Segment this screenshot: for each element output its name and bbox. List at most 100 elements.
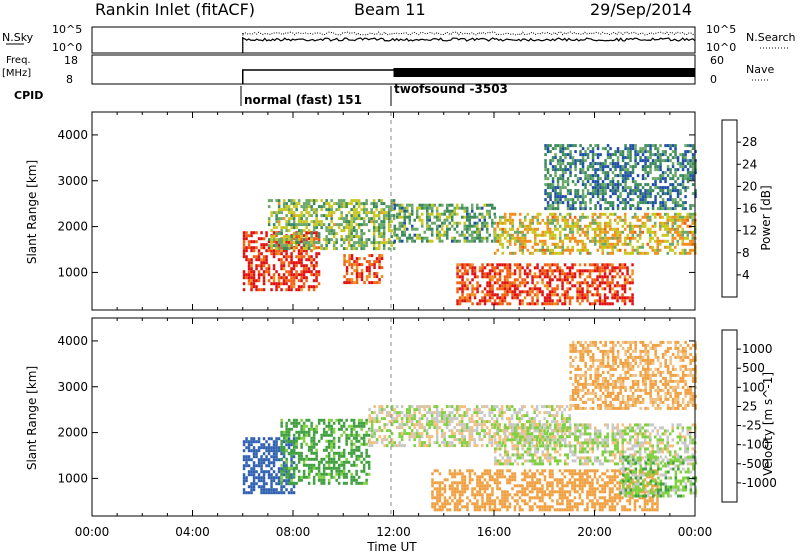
- scatter-cell: [312, 273, 316, 277]
- scatter-cell: [327, 205, 331, 209]
- scatter-cell: [468, 435, 471, 439]
- scatter-cell: [370, 208, 373, 212]
- scatter-cell: [561, 248, 564, 252]
- scatter-cell: [556, 218, 559, 222]
- scatter-cell: [300, 430, 303, 434]
- scatter-cell: [579, 218, 582, 222]
- scatter-cell: [365, 451, 368, 455]
- scatter-cell: [267, 240, 271, 244]
- scatter-cell: [357, 244, 361, 248]
- scatter-cell: [506, 493, 509, 497]
- scatter-cell: [247, 258, 251, 262]
- scatter-cell: [307, 214, 311, 218]
- scatter-cell: [694, 165, 697, 169]
- scatter-cell: [488, 281, 492, 285]
- scatter-cell: [282, 491, 286, 495]
- scatter-cell: [312, 466, 316, 470]
- scatter-cell: [310, 424, 313, 428]
- scatter-cell: [546, 221, 549, 225]
- scatter-cell: [616, 165, 620, 169]
- scatter-cell: [257, 437, 261, 441]
- scatter-cell: [355, 214, 358, 218]
- scatter-cell: [544, 189, 547, 193]
- scatter-cell: [362, 481, 366, 485]
- scatter-cell: [270, 482, 273, 486]
- scatter-cell: [476, 275, 479, 279]
- scatter-cell: [350, 472, 353, 476]
- scatter-cell: [461, 215, 464, 219]
- scatter-cell: [370, 217, 373, 221]
- scatter-cell: [456, 275, 459, 279]
- scatter-cell: [503, 493, 507, 497]
- scatter-cell: [350, 272, 354, 276]
- scatter-cell: [499, 221, 502, 225]
- scatter-cell: [460, 417, 464, 421]
- scatter-cell: [669, 144, 672, 148]
- scatter-cell: [330, 469, 333, 473]
- scatter-cell: [365, 430, 368, 434]
- scatter-cell: [392, 202, 396, 206]
- scatter-cell: [656, 239, 659, 243]
- scatter-cell: [390, 438, 394, 442]
- scatter-cell: [332, 211, 336, 215]
- scatter-cell: [540, 426, 544, 430]
- scatter-cell: [456, 472, 459, 476]
- scatter-cell: [488, 432, 491, 436]
- scatter-cell: [451, 493, 454, 497]
- scatter-cell: [623, 275, 627, 279]
- scatter-cell: [267, 244, 271, 248]
- scatter-cell: [290, 421, 293, 425]
- scatter-cell: [387, 211, 391, 215]
- scatter-cell: [478, 411, 481, 415]
- scatter-cell: [310, 199, 313, 203]
- scatter-cell: [322, 205, 326, 209]
- scatter-cell: [355, 472, 358, 476]
- scatter-cell: [295, 255, 298, 259]
- scatter-cell: [551, 147, 555, 151]
- scatter-cell: [576, 287, 579, 291]
- scatter-cell: [312, 427, 316, 431]
- scatter-cell: [671, 144, 675, 148]
- cpid-mode-normal: normal (fast) 151: [244, 93, 362, 107]
- scatter-cell: [649, 215, 652, 219]
- scatter-cell: [411, 227, 414, 231]
- scatter-cell: [245, 491, 248, 495]
- scatter-cell: [566, 266, 569, 270]
- scatter-cell: [589, 150, 592, 154]
- scatter-cell: [566, 144, 570, 148]
- scatter-cell: [584, 195, 587, 199]
- scatter-cell: [501, 263, 504, 267]
- scatter-cell: [438, 420, 441, 424]
- scatter-cell: [373, 432, 376, 436]
- scatter-cell: [521, 251, 524, 255]
- scatter-cell: [330, 427, 333, 431]
- scatter-cell: [488, 441, 491, 445]
- scatter-cell: [312, 279, 316, 283]
- scatter-cell: [546, 201, 550, 205]
- scatter-cell: [623, 287, 627, 291]
- scatter-cell: [488, 493, 492, 497]
- scatter-cell: [649, 168, 652, 172]
- scatter-cell: [277, 273, 281, 277]
- scatter-cell: [471, 290, 474, 294]
- scatter-cell: [566, 201, 570, 205]
- scatter-cell: [461, 284, 464, 288]
- scatter-cell: [446, 230, 449, 234]
- scatter-cell: [255, 255, 258, 259]
- scatter-cell: [651, 159, 655, 163]
- scatter-cell: [252, 276, 256, 280]
- scatter-cell: [463, 299, 467, 303]
- scatter-cell: [330, 229, 333, 233]
- scatter-cell: [576, 192, 580, 196]
- scatter-cell: [634, 186, 637, 190]
- scatter-cell: [350, 481, 353, 485]
- scatter-cell: [586, 165, 590, 169]
- scatter-cell: [272, 226, 276, 230]
- scatter-cell: [355, 229, 358, 233]
- scatter-cell: [548, 290, 552, 294]
- scatter-cell: [566, 272, 569, 276]
- scatter-cell: [556, 266, 559, 270]
- scatter-cell: [498, 408, 501, 412]
- scatter-cell: [416, 209, 419, 213]
- scatter-cell: [383, 435, 386, 439]
